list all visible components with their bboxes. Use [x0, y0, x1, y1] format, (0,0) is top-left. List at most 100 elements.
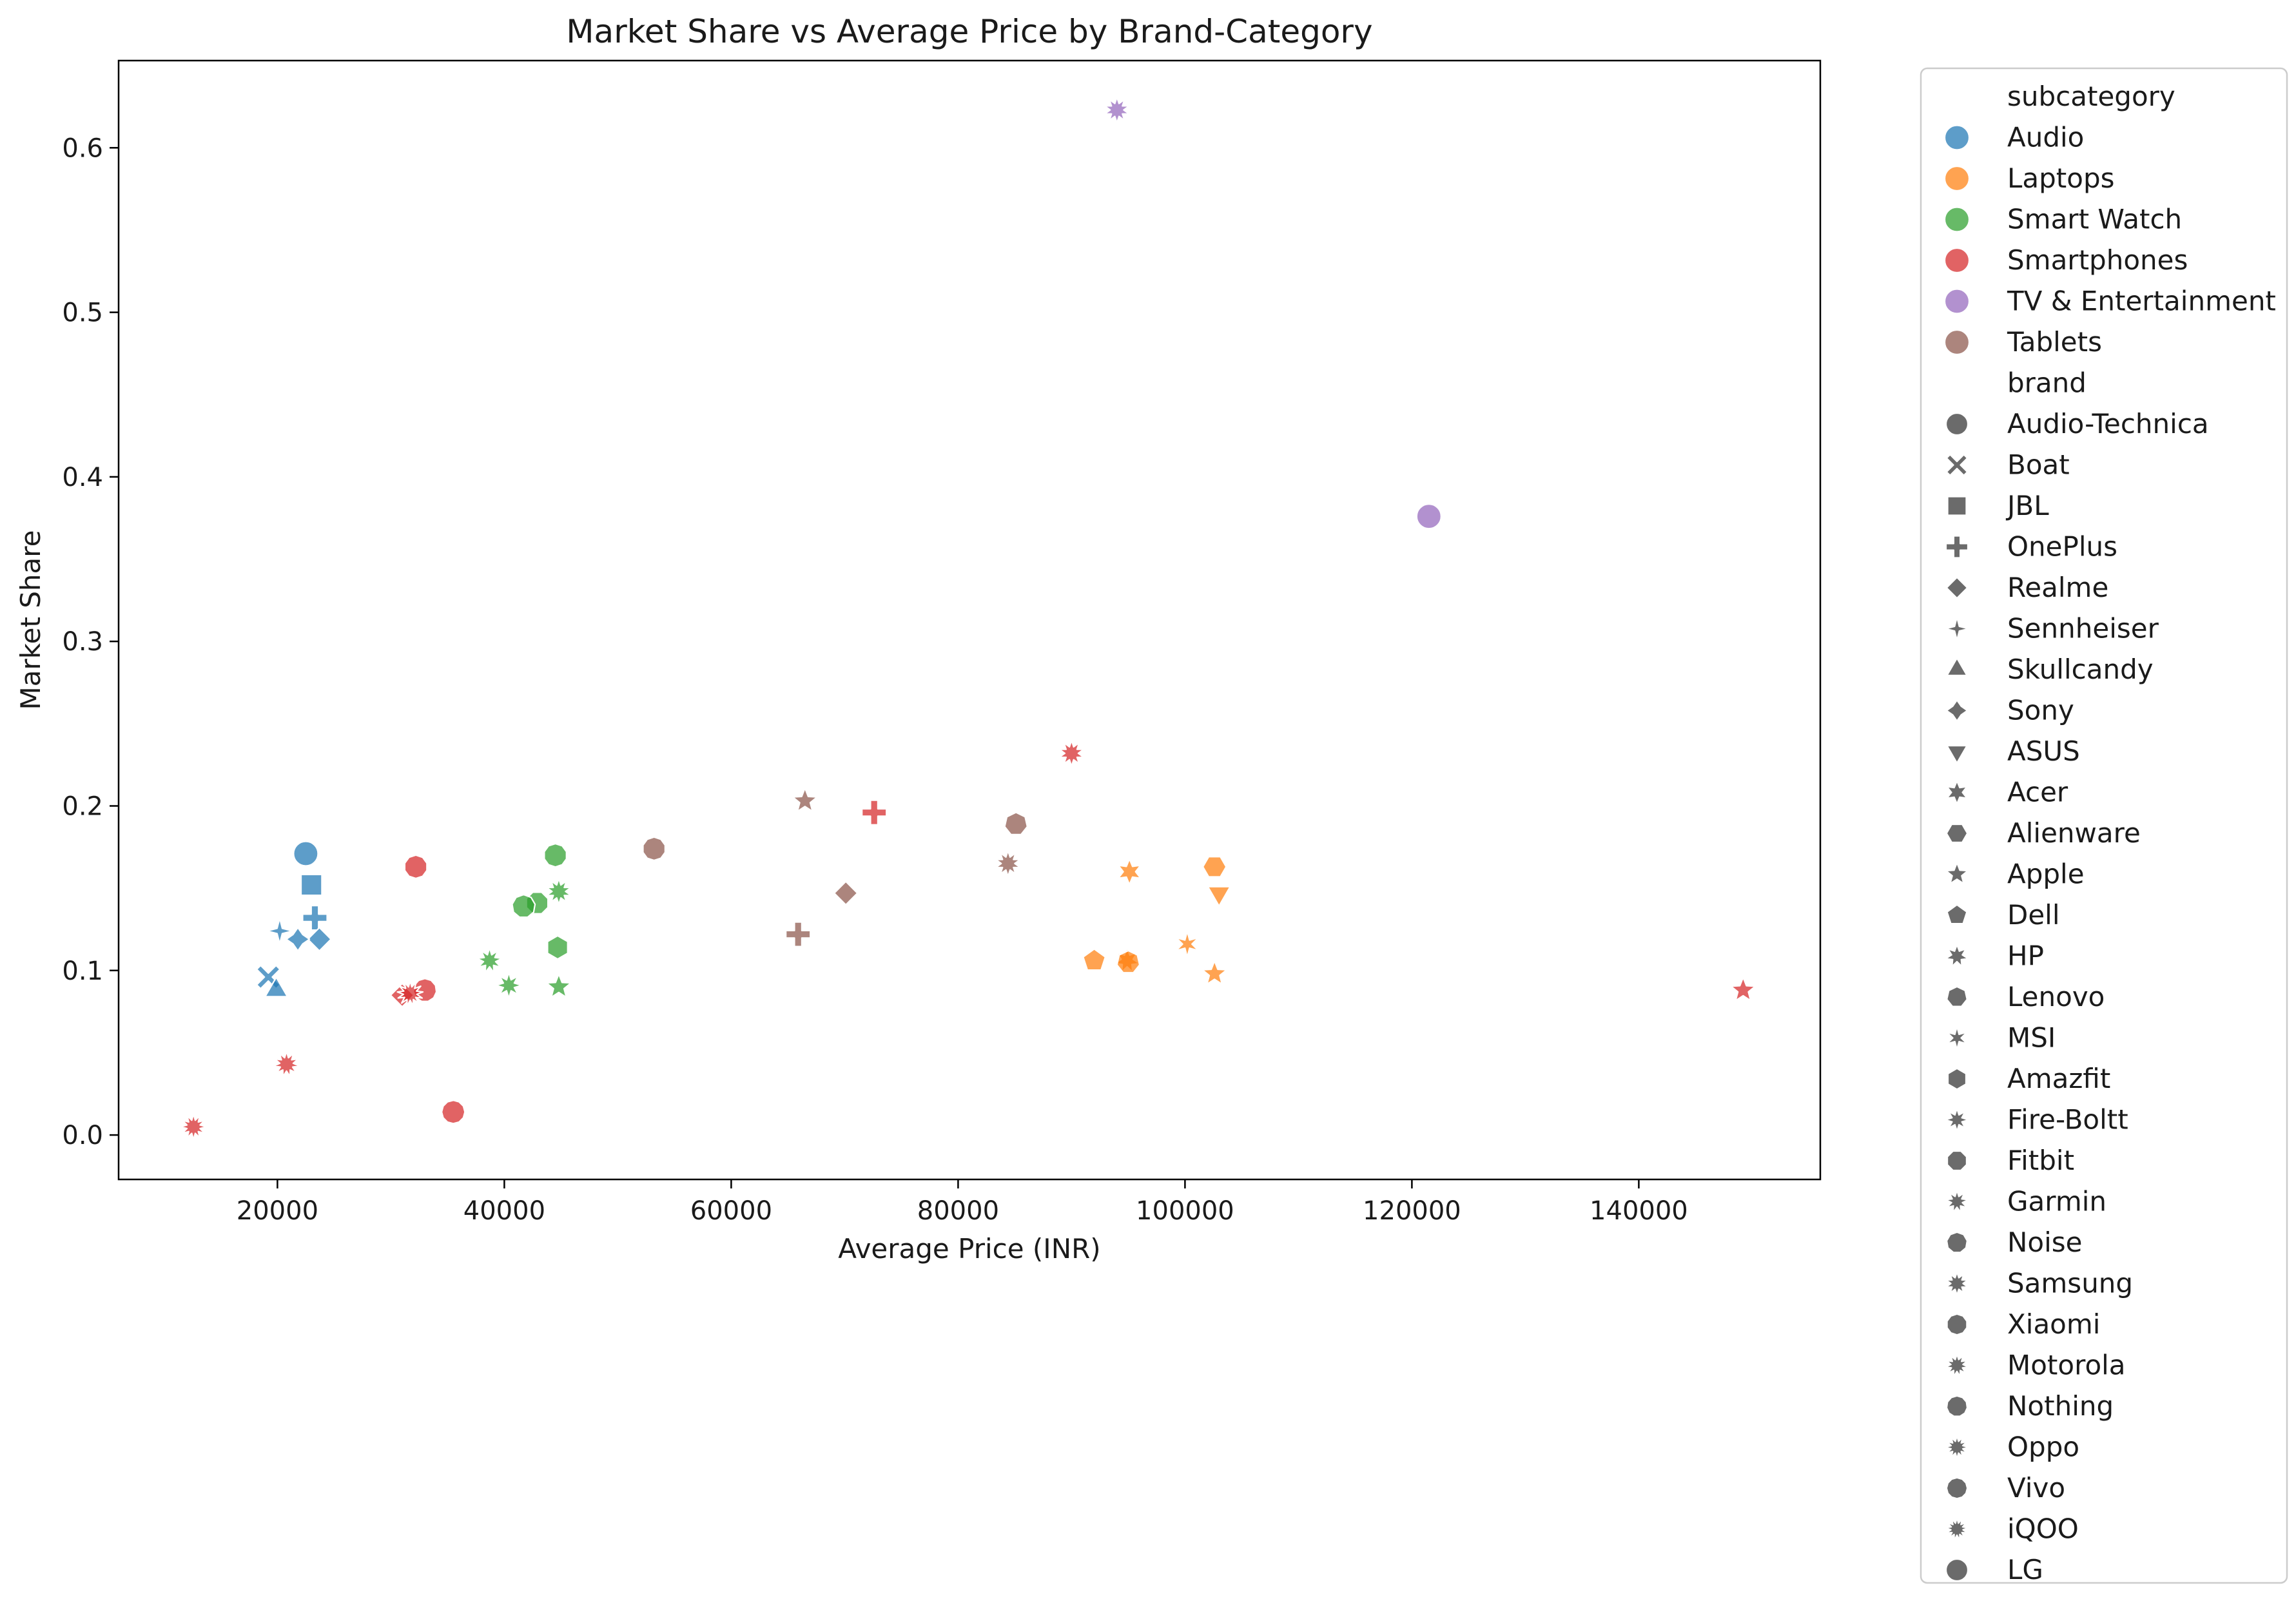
- legend-label: Garmin: [2007, 1186, 2106, 1217]
- legend-label: Xiaomi: [2007, 1308, 2100, 1340]
- x-axis: 20000 40000 60000 80000 100000 120000 140000: [237, 1179, 1688, 1226]
- legend-label: Boat: [2007, 449, 2070, 481]
- legend-marker: [1945, 535, 1969, 559]
- legend-marker: [1945, 862, 1969, 885]
- legend-label: Fire-Boltt: [2007, 1104, 2128, 1136]
- legend-label: Audio-Technica: [2007, 408, 2209, 440]
- data-point-audio-sennheiser: [266, 917, 293, 945]
- legend-label: Oppo: [2007, 1431, 2079, 1463]
- x-tick-label: 40000: [463, 1196, 545, 1226]
- legend-marker: [1946, 780, 1968, 805]
- legend-entry-hp: HP: [1945, 940, 2044, 972]
- data-point-smartphones-xiaomi: [404, 854, 428, 880]
- legend-entry-audio-technica: Audio-Technica: [1945, 408, 2209, 440]
- legend-label: Sony: [2007, 695, 2074, 726]
- legend-label: Smartphones: [2007, 244, 2188, 276]
- data-point-tablets-realme: [833, 880, 859, 906]
- legend-marker: [1945, 454, 1969, 476]
- legend-label: ASUS: [2007, 735, 2080, 767]
- legend-label: Vivo: [2007, 1472, 2065, 1504]
- legend-label: Laptops: [2007, 162, 2115, 194]
- data-point-smartphones-oneplus: [861, 799, 888, 826]
- data-point-tablets-lenovo: [1004, 811, 1028, 835]
- legend-entry-samsung: Samsung: [1945, 1268, 2133, 1299]
- data-points: [180, 96, 1756, 1141]
- legend-entry-iqoo: iQOO: [1945, 1513, 2079, 1545]
- legend-marker: [1946, 904, 1968, 925]
- legend-entry-laptops: Laptops: [1943, 162, 2115, 194]
- legend-title: brand: [2007, 367, 2087, 399]
- y-axis: 0.0 0.1 0.2 0.3 0.4 0.5 0.6: [62, 133, 119, 1150]
- legend-marker: [1943, 206, 1970, 233]
- legend-entry-msi: MSI: [1946, 1022, 2056, 1054]
- legend-marker: [1943, 288, 1970, 315]
- data-point-tablets-oneplus: [785, 921, 812, 947]
- legend-entry-jbl: JBL: [1947, 490, 2049, 521]
- y-tick-label: 0.0: [62, 1121, 103, 1150]
- legend-label: OnePlus: [2007, 531, 2117, 563]
- data-point-tv-entertainment-lg: [1416, 503, 1442, 530]
- legend-label: Audio: [2007, 122, 2084, 153]
- legend-label: Fitbit: [2007, 1145, 2074, 1176]
- legend-marker: [1947, 496, 1967, 516]
- legend-entry-realme: Realme: [1945, 572, 2108, 603]
- legend-entry-sennheiser: Sennheiser: [1945, 613, 2159, 644]
- legend-marker: [1943, 165, 1970, 192]
- data-point-smart-watch-samsung: [545, 878, 572, 906]
- data-point-audio-skullcandy: [264, 976, 288, 998]
- data-point-smartphones-iqoo: [396, 980, 424, 1007]
- legend-label: MSI: [2007, 1022, 2056, 1054]
- data-point-smartphones-vivo: [441, 1100, 466, 1125]
- legend-label: Tablets: [2007, 326, 2102, 358]
- data-point-laptops-dell: [1082, 948, 1106, 971]
- legend-entry-alienware: Alienware: [1945, 817, 2141, 849]
- legend-marker: [1945, 1189, 1969, 1214]
- data-point-tablets-xiaomi: [642, 836, 666, 862]
- legend-marker: [1945, 1558, 1969, 1582]
- data-point-laptops-apple: [1202, 960, 1228, 985]
- legend-marker: [1945, 616, 1969, 641]
- legend-marker: [1946, 1231, 1968, 1254]
- data-point-audio-jbl: [300, 873, 323, 896]
- data-point-tablets-samsung: [995, 849, 1021, 877]
- legend-marker: [1945, 1517, 1969, 1541]
- legend-marker: [1945, 1435, 1969, 1460]
- legend-entry-tv-entertainment: TV & Entertainment: [1943, 286, 2276, 317]
- legend-marker: [1945, 576, 1969, 599]
- legend-entry-audio: Audio: [1943, 122, 2084, 153]
- legend-entry-motorola: Motorola: [1945, 1350, 2126, 1381]
- legend-marker: [1945, 1271, 1969, 1296]
- legend-marker: [1946, 1313, 1968, 1336]
- legend-label: Noise: [2007, 1226, 2083, 1258]
- legend-entry-lg: LG: [1945, 1554, 2043, 1585]
- legend: subcategory Audio Laptops Smart Watch Smartp…: [1920, 67, 2288, 1585]
- legend-label: iQOO: [2007, 1513, 2079, 1545]
- data-point-tv-entertainment-samsung: [1104, 96, 1130, 124]
- legend-label: Smart Watch: [2007, 204, 2182, 235]
- legend-entry-fitbit: Fitbit: [1946, 1145, 2074, 1176]
- legend-entry-garmin: Garmin: [1945, 1186, 2106, 1217]
- y-tick-label: 0.6: [62, 133, 103, 163]
- data-point-smartphones-motorola: [273, 1051, 300, 1078]
- data-point-smart-watch-noise: [511, 894, 536, 918]
- legend-entry-amazfit: Amazfit: [1947, 1063, 2110, 1094]
- legend-marker: [1943, 329, 1970, 356]
- legend-marker: [1943, 247, 1970, 274]
- legend-label: LG: [2007, 1554, 2043, 1585]
- legend-entry-lenovo: Lenovo: [1946, 981, 2105, 1013]
- legend-marker: [1945, 1477, 1969, 1500]
- data-point-smart-watch-fire-boltt: [495, 971, 523, 999]
- legend-entry-fire-boltt: Fire-Boltt: [1945, 1104, 2128, 1136]
- legend-marker: [1945, 1107, 1969, 1132]
- legend-label: Skullcandy: [2007, 654, 2154, 685]
- legend-marker: [1945, 1353, 1969, 1377]
- legend-label: Apple: [2007, 858, 2085, 890]
- legend-frame: [1920, 67, 2288, 1584]
- legend-entry-vivo: Vivo: [1945, 1472, 2065, 1504]
- data-point-laptops-acer: [1117, 858, 1142, 886]
- y-tick-label: 0.1: [62, 956, 103, 986]
- legend-marker: [1945, 944, 1969, 967]
- y-axis-label: Market Share: [15, 530, 46, 710]
